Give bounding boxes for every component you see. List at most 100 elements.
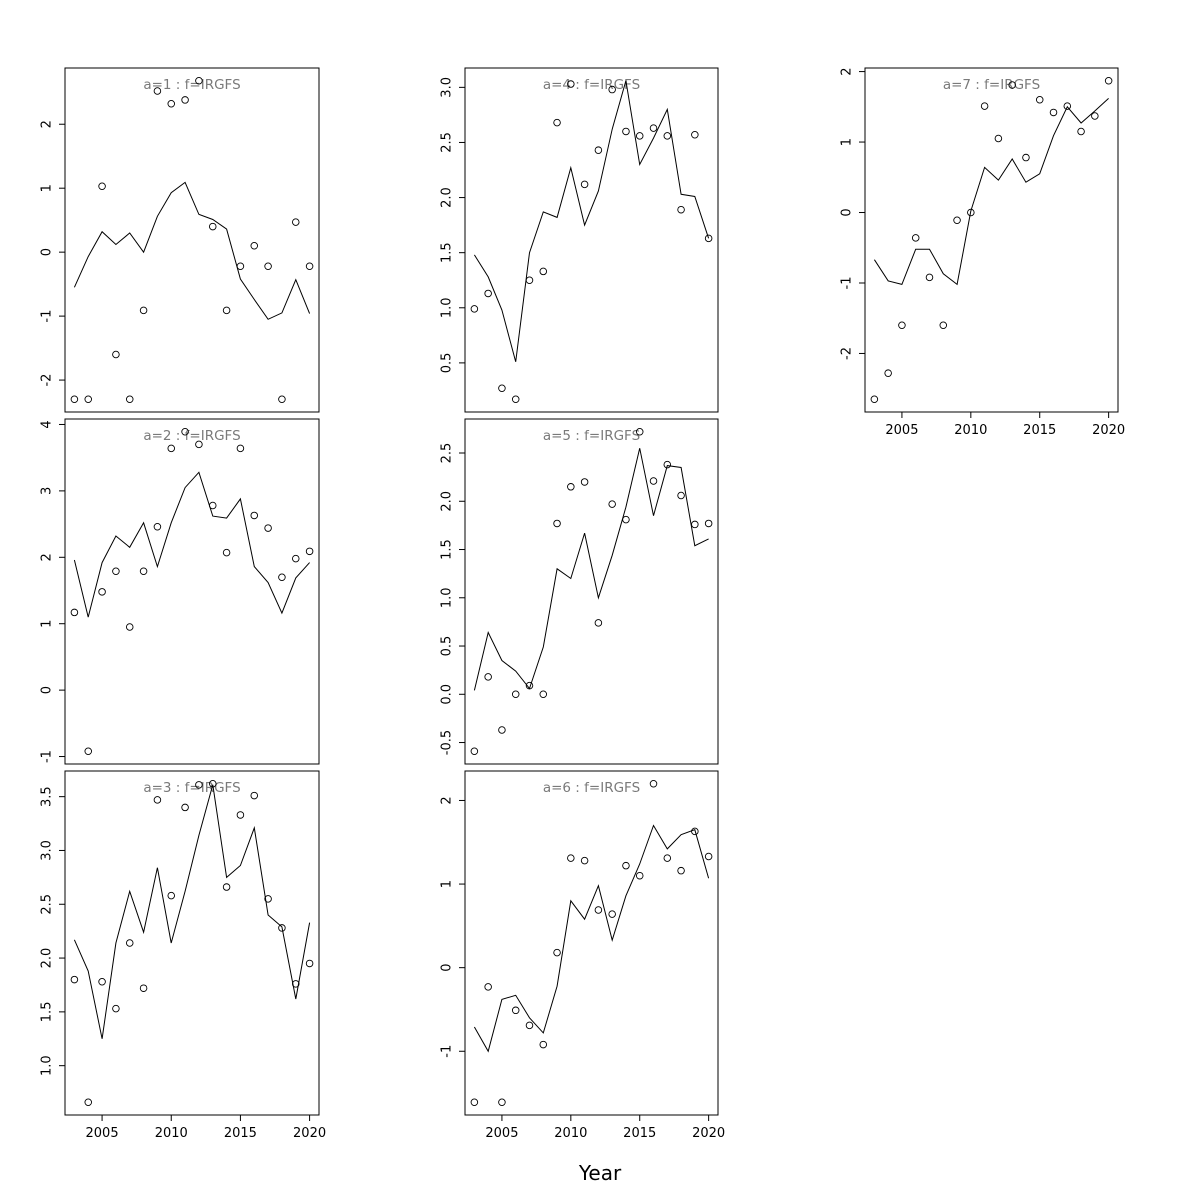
panel-4-y-tick-label: 0.5 (440, 353, 455, 374)
panel-5-data-point (498, 726, 506, 734)
panel-6-data-point (539, 1040, 548, 1049)
panel-2-y-tick-label: 4 (40, 420, 55, 428)
panel-5-frame (464, 418, 719, 765)
panel-2-y-tick-label: 0 (40, 686, 55, 694)
panel-7-data-point (1049, 108, 1058, 117)
panel-6-frame (464, 770, 719, 1116)
panel-1-data-point (181, 96, 189, 104)
panel-1-data-point (139, 306, 148, 315)
panel-6-data-point (484, 983, 492, 991)
panel-4-title: a=4 : f=IRGFS (543, 77, 640, 93)
panel-4-data-point (663, 132, 672, 140)
panel-5-data-point (608, 500, 616, 508)
panel-4-data-point (484, 289, 492, 298)
panel-2-data-point (84, 747, 92, 755)
panel-3-x-tick-label: 2015 (224, 1126, 257, 1141)
panel-6-fitted-line (473, 824, 710, 1053)
panel-5-data-point (691, 520, 699, 529)
panel-5-data-point (553, 519, 561, 528)
panel-4-frame (464, 67, 719, 413)
panel-7-x-tick-label: 2010 (954, 423, 987, 438)
panel-6-y-tick-label: 0 (440, 964, 455, 972)
panel-4-data-point (539, 267, 548, 276)
panel-4-fitted-line (473, 80, 710, 362)
panel-1-data-point (209, 222, 217, 231)
panel-7-data-point (1063, 102, 1072, 110)
panel-6-data-point (704, 852, 713, 861)
panel-5-y-tick-label: -0.5 (440, 730, 455, 755)
panel-2-data-point (167, 444, 175, 453)
panel-3-data-point (167, 891, 175, 900)
panel-7-data-point (1091, 112, 1099, 120)
panel-3-data-point (250, 791, 259, 800)
panel-7-data-point (925, 273, 934, 282)
panel-4-data-point (594, 146, 603, 154)
panel-3-title: a=3 : f=IRGFS (143, 780, 240, 796)
panel-6-y-axis: -1 0 1 2 (440, 796, 465, 1058)
panel-1-y-tick-label: 0 (40, 248, 55, 256)
panel-7-data-point (884, 369, 892, 377)
panel-7-title: a=7 : f=IRGFS (943, 77, 1040, 93)
panel-5-data-point (622, 515, 630, 524)
panel-6-data-point (594, 906, 603, 914)
panel-6: a=6 : f=IRGFS -1 0 1 2 2005 2010 2015 2020 (440, 770, 725, 1141)
panel-3-y-tick-label: 2.5 (40, 894, 55, 915)
panel-6-data-point (553, 948, 561, 957)
panel-1-y-axis: -2 -1 0 1 2 (40, 120, 65, 387)
panel-2-data-point (153, 522, 162, 531)
panel-6-y-tick-label: 2 (440, 796, 455, 804)
panel-7-data-point (1077, 127, 1085, 136)
panel-1-data-point (112, 350, 120, 359)
panel-7-fitted-line (873, 98, 1109, 286)
panel-4-data-point (567, 80, 575, 88)
panel-4-y-tick-label: 2.0 (440, 187, 455, 208)
panel-2-data-point (125, 623, 134, 631)
panel-1-fitted-line (73, 181, 311, 320)
panel-2-data-point (70, 608, 79, 617)
panel-1-data-point (70, 395, 79, 404)
panel-3-data-point (70, 975, 79, 984)
panel-5-y-tick-label: 0.5 (440, 636, 455, 657)
panel-1-data-point (292, 218, 300, 226)
panel-4-data-point (635, 132, 644, 140)
panel-6-data-point (608, 910, 616, 918)
panel-3-data-point (195, 781, 203, 789)
panel-5-y-axis: -0.5 0.0 0.5 1.0 1.5 2.0 2.5 (440, 443, 465, 755)
panel-2-data-point (195, 440, 203, 449)
panel-2-data-point (278, 573, 286, 581)
panel-1: a=1 : f=IRGFS -2 -1 0 1 2 (40, 67, 320, 413)
panel-3-x-tick-label: 2020 (293, 1126, 326, 1141)
panel-3-x-tick-label: 2005 (86, 1126, 119, 1141)
panel-6-data-point (649, 779, 658, 788)
panel-3-data-point (112, 1004, 120, 1013)
panel-3-y-tick-label: 3.5 (40, 786, 55, 807)
panel-1-data-point (222, 306, 231, 315)
panel-6-data-point (498, 1098, 506, 1107)
panel-5-y-tick-label: 2.0 (440, 491, 455, 512)
panel-3-y-tick-label: 1.0 (40, 1055, 55, 1076)
panel-4-y-tick-label: 2.5 (440, 132, 455, 153)
panel-4-y-tick-label: 1.0 (440, 297, 455, 318)
panel-2-data-point (181, 428, 189, 436)
panel-3-frame (64, 770, 320, 1116)
panel-4-y-tick-label: 1.5 (440, 242, 455, 263)
panels: a=1 : f=IRGFS -2 -1 0 1 2 a=2 : f=IRGFS -1 0 1 2 3 4… (40, 67, 1126, 1141)
panel-4-data-point (622, 127, 630, 136)
panel-7-y-tick-label: -2 (840, 347, 855, 360)
panel-5-data-point (470, 747, 479, 755)
panel-6-x-axis: 2005 2010 2015 2020 (485, 1115, 725, 1141)
panel-6-data-point (511, 1006, 520, 1015)
panel-7-data-point (980, 102, 989, 110)
panel-7-data-point (1008, 81, 1016, 89)
panel-3-y-axis: 1.0 1.5 2.0 2.5 3.0 3.5 (40, 786, 65, 1076)
panel-4-data-point (608, 85, 616, 94)
panel-4-data-point (553, 118, 561, 127)
panel-5: a=5 : f=IRGFS -0.5 0.0 0.5 1.0 1.5 2.0 2.5 (440, 418, 719, 765)
panel-7-x-axis: 2005 2010 2015 2020 (885, 412, 1125, 438)
panel-2-data-point (250, 511, 259, 520)
panel-7-data-point (1022, 153, 1030, 162)
panel-1-y-tick-label: 2 (40, 120, 55, 128)
panel-1-data-point (236, 262, 245, 270)
panel-6-x-tick-label: 2015 (623, 1126, 656, 1141)
panel-6-data-point (622, 861, 630, 870)
